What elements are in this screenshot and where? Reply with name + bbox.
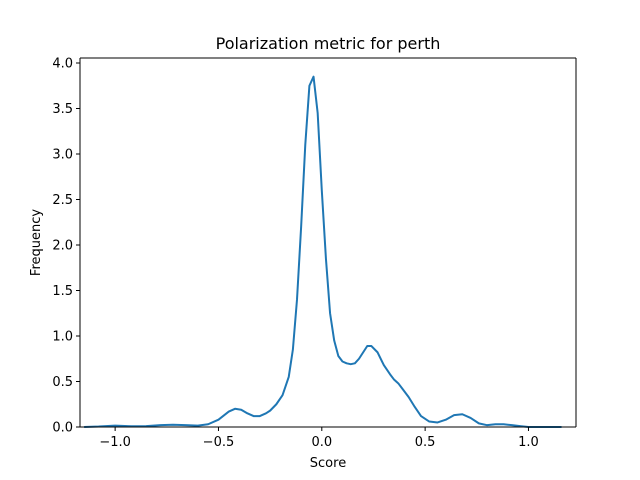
- x-tick-label: −0.5: [203, 435, 235, 450]
- y-tick-label: 3.0: [52, 148, 73, 163]
- y-tick-label: 4.0: [52, 57, 73, 72]
- y-tick-label: 1.5: [52, 284, 73, 299]
- y-tick-label: 0.5: [52, 375, 73, 390]
- series-layer: [84, 75, 562, 428]
- y-tick-label: 0.0: [52, 421, 73, 436]
- y-tick-label: 2.0: [52, 239, 73, 254]
- x-tick-label: 0.5: [415, 435, 436, 450]
- axes-frame: [79, 57, 577, 428]
- chart-title: Polarization metric for perth: [216, 34, 441, 53]
- y-tick-label: 1.0: [52, 330, 73, 345]
- series-line: [84, 75, 562, 428]
- x-tick-label: −1.0: [99, 435, 131, 450]
- x-tick-label: 1.0: [518, 435, 539, 450]
- plot-area: [80, 58, 576, 427]
- y-axis-label: Frequency: [29, 209, 44, 276]
- x-axis-label: Score: [310, 456, 346, 471]
- y-axis-ticks: 0.0 0.5 1.0 1.5 2.0 2.5 3.0 3.5 4.0: [52, 57, 80, 436]
- y-tick-label: 2.5: [52, 193, 73, 208]
- y-tick-label: 3.5: [52, 102, 73, 117]
- x-tick-label: 0.0: [311, 435, 332, 450]
- x-axis-ticks: −1.0 −0.5 0.0 0.5 1.0: [99, 427, 539, 450]
